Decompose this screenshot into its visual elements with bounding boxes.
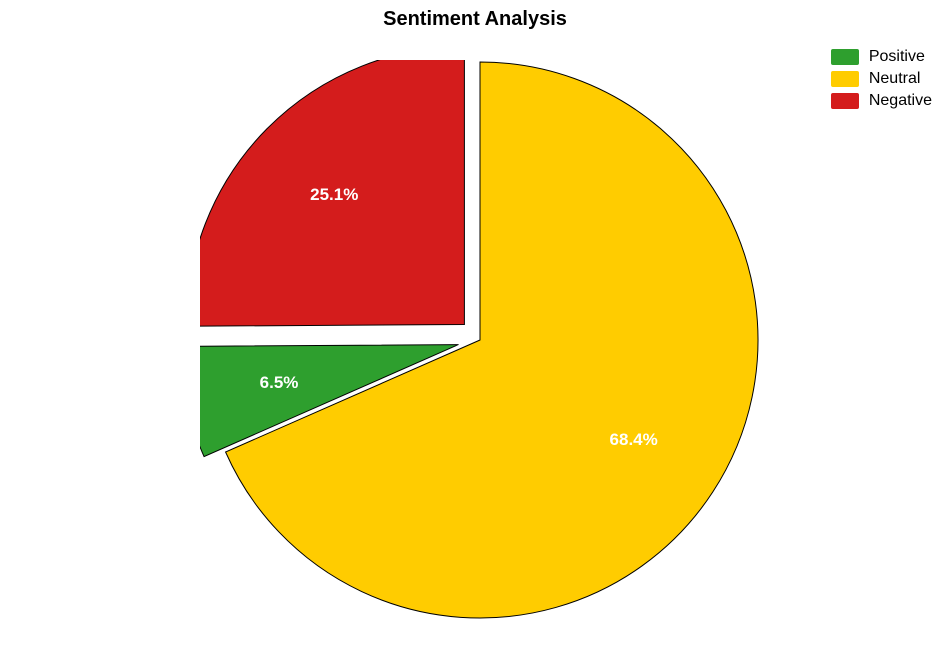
legend-item-negative: Negative <box>831 92 932 110</box>
legend-swatch-negative <box>831 93 859 109</box>
legend-item-neutral: Neutral <box>831 70 932 88</box>
pie-chart: 68.4% 6.5% 25.1% <box>200 60 760 620</box>
legend-item-positive: Positive <box>831 48 932 66</box>
legend-label-positive: Positive <box>869 48 925 66</box>
legend-label-neutral: Neutral <box>869 70 921 88</box>
legend-swatch-positive <box>831 49 859 65</box>
slice-label-negative: 25.1% <box>310 185 358 205</box>
legend-label-negative: Negative <box>869 92 932 110</box>
slice-label-neutral: 68.4% <box>610 430 658 450</box>
legend-swatch-neutral <box>831 71 859 87</box>
legend: Positive Neutral Negative <box>831 48 932 114</box>
chart-title: Sentiment Analysis <box>0 8 950 31</box>
slice-label-positive: 6.5% <box>260 373 299 393</box>
chart-container: Sentiment Analysis 68.4% 6.5% 25.1% Positi… <box>0 0 950 662</box>
pie-svg <box>200 60 760 620</box>
